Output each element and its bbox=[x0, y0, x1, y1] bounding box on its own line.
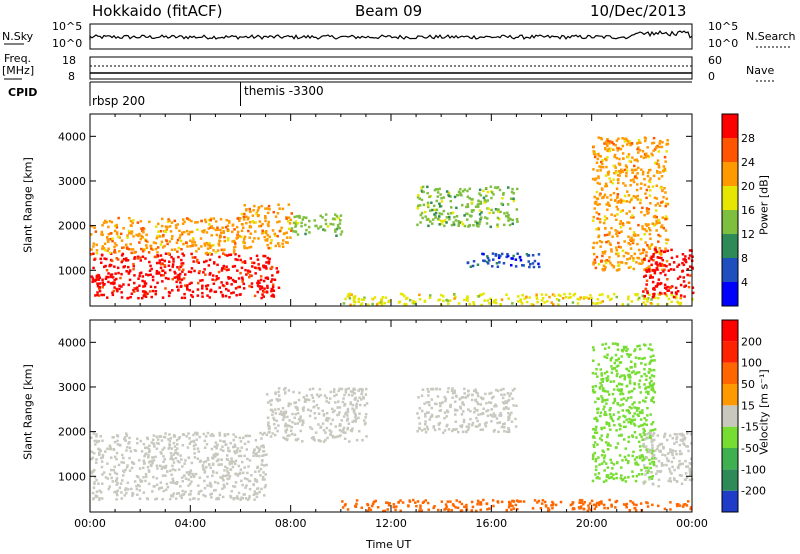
power-colorbar-swatch bbox=[722, 114, 738, 138]
cpid-entry-rbsp: rbsp 200 bbox=[92, 94, 146, 108]
velocity-colorbar-swatch bbox=[722, 384, 738, 406]
velocity-colorbar-tick: -15 bbox=[741, 421, 759, 434]
power-ytick-label: 4000 bbox=[58, 130, 86, 143]
nave-label: Nave bbox=[746, 64, 775, 77]
power-colorbar-swatch bbox=[722, 138, 738, 162]
velocity-heatmap bbox=[90, 342, 694, 513]
power-ytick-label: 2000 bbox=[58, 220, 86, 233]
power-colorbar-swatch bbox=[722, 234, 738, 258]
power-colorbar-tick: 24 bbox=[741, 156, 755, 169]
power-colorbar-label: Power [dB] bbox=[757, 175, 771, 235]
nave-tick-bottom: 0 bbox=[708, 70, 715, 83]
freq-unit-label: [MHz] bbox=[2, 64, 35, 77]
velocity-ytick-label: 2000 bbox=[58, 426, 86, 439]
power-colorbar-swatch bbox=[722, 258, 738, 282]
velocity-xtick-label: 20:00 bbox=[576, 517, 608, 530]
power-colorbar-swatch bbox=[722, 210, 738, 234]
nsky-trace bbox=[89, 30, 693, 40]
power-colorbar-tick: 16 bbox=[741, 204, 755, 217]
velocity-colorbar-swatch bbox=[722, 405, 738, 427]
station-title: Hokkaido (fitACF) bbox=[92, 2, 223, 20]
velocity-colorbar-swatch bbox=[722, 448, 738, 470]
velocity-colorbar-tick: 100 bbox=[741, 357, 762, 370]
velocity-colorbar-frame bbox=[721, 319, 739, 513]
cpid-label: CPID bbox=[8, 86, 38, 99]
freq-panel bbox=[89, 56, 693, 80]
velocity-ytick-label: 4000 bbox=[58, 336, 86, 349]
velocity-colorbar-swatch bbox=[722, 469, 738, 491]
power-ytick-label: 3000 bbox=[58, 175, 86, 188]
velocity-colorbar-tick: 50 bbox=[741, 378, 755, 391]
velocity-xtick-label: 00:00 bbox=[676, 517, 708, 530]
velocity-ytick-label: 1000 bbox=[58, 470, 86, 483]
nsky-label: N.Sky bbox=[2, 30, 34, 43]
power-colorbar-swatch bbox=[722, 186, 738, 210]
velocity-xtick-label: 16:00 bbox=[475, 517, 507, 530]
velocity-colorbar-swatch bbox=[722, 341, 738, 363]
velocity-plot-frame bbox=[89, 319, 693, 513]
beam-title: Beam 09 bbox=[355, 2, 423, 20]
velocity-colorbar-swatch bbox=[722, 320, 738, 342]
power-colorbar-tick: 4 bbox=[741, 276, 748, 289]
velocity-xtick-label: 12:00 bbox=[375, 517, 407, 530]
nsearch-tick-top: 10^5 bbox=[708, 20, 739, 33]
power-heatmap bbox=[90, 136, 695, 307]
power-colorbar-tick: 20 bbox=[741, 180, 755, 193]
power-colorbar-swatch bbox=[722, 282, 738, 306]
freq-label: Freq. bbox=[4, 52, 32, 65]
cpid-entry-themis: themis -3300 bbox=[244, 84, 324, 98]
power-colorbar-swatch bbox=[722, 162, 738, 186]
velocity-colorbar-tick: -200 bbox=[741, 485, 766, 498]
nsky-tick-bottom: 10^0 bbox=[52, 37, 83, 50]
velocity-colorbar-tick: -50 bbox=[741, 442, 759, 455]
velocity-ytick-label: 3000 bbox=[58, 381, 86, 394]
nsearch-tick-bottom: 10^0 bbox=[708, 37, 739, 50]
velocity-xtick-label: 00:00 bbox=[74, 517, 106, 530]
velocity-colorbar-tick: 200 bbox=[741, 335, 762, 348]
velocity-colorbar-swatch bbox=[722, 362, 738, 384]
velocity-colorbar-swatch bbox=[722, 490, 738, 512]
power-ytick-label: 1000 bbox=[58, 264, 86, 277]
velocity-colorbar-tick: 15 bbox=[741, 399, 755, 412]
date-title: 10/Dec/2013 bbox=[590, 2, 687, 20]
velocity-colorbar-label: Velocity [m s⁻¹] bbox=[757, 369, 771, 455]
nave-tick-top: 60 bbox=[708, 54, 722, 67]
power-ylabel: Slant Range [km] bbox=[21, 157, 35, 253]
nsky-tick-top: 10^5 bbox=[52, 20, 83, 33]
nsearch-label: N.Search bbox=[746, 30, 796, 43]
xaxis-label: Time UT bbox=[366, 538, 412, 551]
power-colorbar-frame bbox=[721, 113, 739, 307]
power-colorbar-tick: 28 bbox=[741, 132, 755, 145]
velocity-ylabel: Slant Range [km] bbox=[21, 364, 35, 460]
power-colorbar-tick: 12 bbox=[741, 228, 755, 241]
velocity-xtick-label: 08:00 bbox=[275, 517, 307, 530]
power-colorbar-tick: 8 bbox=[741, 252, 748, 265]
freq-tick-top: 18 bbox=[62, 54, 76, 67]
freq-tick-bottom: 8 bbox=[68, 70, 75, 83]
velocity-colorbar-swatch bbox=[722, 426, 738, 448]
velocity-colorbar-tick: -100 bbox=[741, 463, 766, 476]
velocity-xtick-label: 04:00 bbox=[174, 517, 206, 530]
